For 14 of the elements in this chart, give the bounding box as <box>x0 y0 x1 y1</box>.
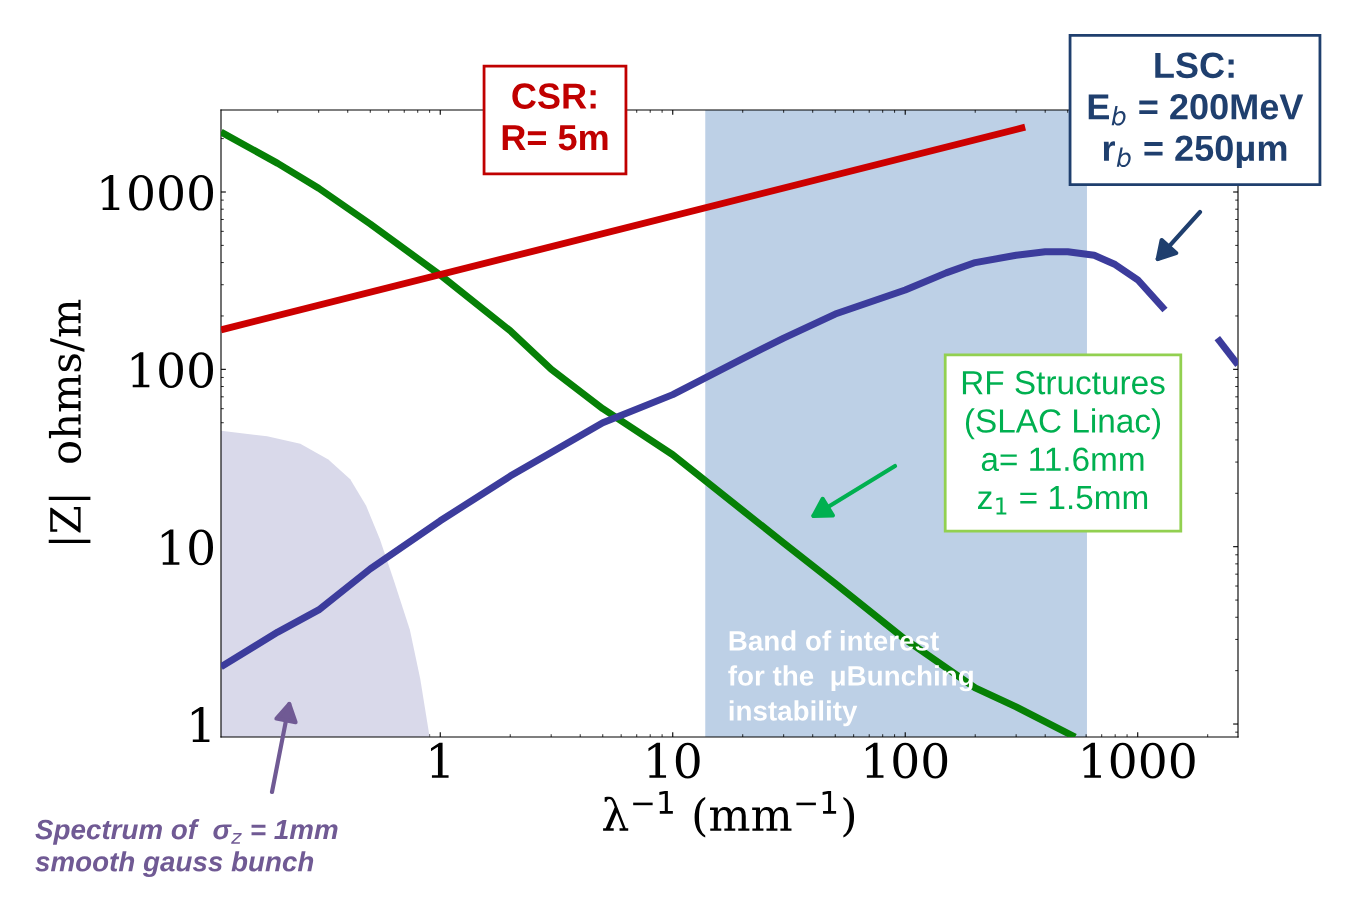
y-axis-title: |Z| ohms/m <box>48 299 91 544</box>
y-tick-label: 1 <box>191 706 210 742</box>
y-tick-label: 1000 <box>101 174 213 211</box>
x-tick-label: 100 <box>865 742 948 779</box>
y-tick-label: 100 <box>131 352 213 388</box>
annotation: CSR: R= 5m <box>502 83 608 151</box>
text: Spectrum of σ$_{z}$ = 1mm smooth gauss bunch <box>35 818 338 878</box>
x-tick-label: 1000 <box>1083 742 1195 779</box>
annotation: RF Structures (SLAC Linac) a= 11.6mm z$_{1}$ = 1.5mm <box>962 370 1165 515</box>
x-tick-label: 10 <box>648 742 700 779</box>
x-axis-title: λ$^{−1}$ (mm$^{−1}$) <box>603 790 855 838</box>
x-tick-label: 1 <box>431 742 449 778</box>
text: LSC: E$_{b}$ = 200MeV r$_{b}$ = 250μm <box>1088 52 1304 169</box>
y-tick-label: 10 <box>161 529 213 566</box>
